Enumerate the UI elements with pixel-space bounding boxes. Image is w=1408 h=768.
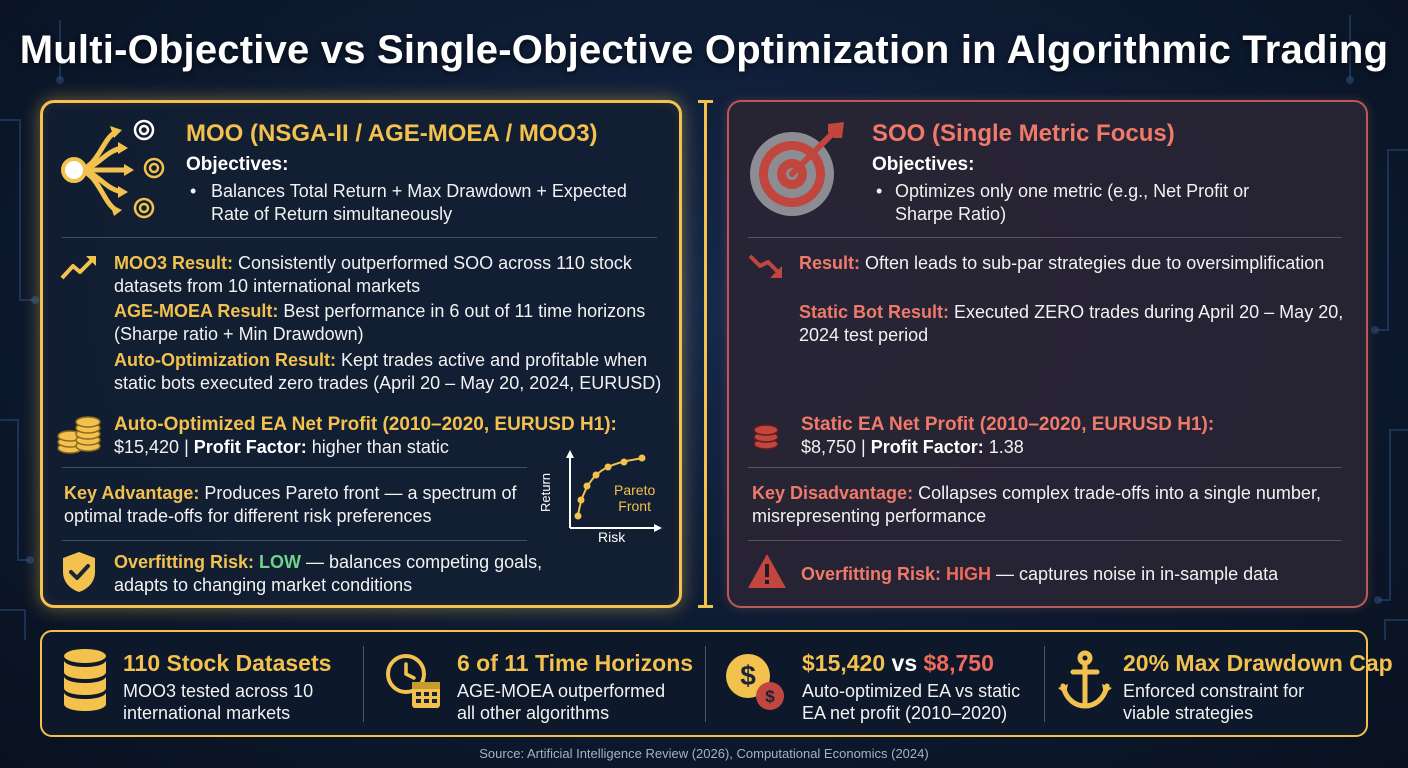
moo-panel bbox=[40, 100, 682, 608]
source-citation: Source: Artificial Intelligence Review (… bbox=[479, 746, 929, 761]
database-icon bbox=[64, 649, 106, 711]
coin-stack-red-icon bbox=[753, 424, 779, 450]
static-bot-result: Static Bot Result: Executed ZERO trades … bbox=[799, 302, 1344, 322]
stat-profit-desc-2: EA net profit (2010–2020) bbox=[802, 703, 1008, 723]
stat-drawdown-desc-1: Enforced constraint for bbox=[1123, 681, 1305, 701]
stat-drawdown-title: 20% Max Drawdown Cap bbox=[1123, 650, 1393, 676]
soo-heading: SOO (Single Metric Focus) bbox=[872, 120, 1175, 147]
target-dart-icon bbox=[750, 122, 844, 216]
moo-overfitting-risk-line-2: adapts to changing market conditions bbox=[114, 575, 413, 595]
panel-divider bbox=[698, 100, 713, 608]
pareto-front-label: Pareto Front bbox=[614, 482, 656, 514]
moo3-result: MOO3 Result: Consistently outperformed S… bbox=[114, 253, 632, 273]
soo-overfitting-risk: Overfitting Risk: HIGH — captures noise … bbox=[801, 564, 1279, 584]
stat-horizons-desc-2: all other algorithms bbox=[457, 703, 610, 723]
pareto-x-label: Risk bbox=[598, 529, 626, 545]
soo-objective-bullet: • bbox=[876, 181, 883, 201]
stat-drawdown-desc-2: viable strategies bbox=[1123, 703, 1254, 723]
moo-divider-1 bbox=[62, 237, 657, 238]
soo-key-disadvantage: Key Disadvantage: Collapses complex trad… bbox=[752, 483, 1321, 503]
stat-datasets-desc-1: MOO3 tested across 10 bbox=[123, 681, 314, 701]
soo-objective-line-1: Optimizes only one metric (e.g., Net Pro… bbox=[895, 181, 1250, 201]
soo-divider-2 bbox=[748, 467, 1342, 468]
pareto-point bbox=[583, 482, 591, 490]
moo-objective-bullet: • bbox=[190, 181, 197, 201]
auto-optimization-result-line-2: static bots executed zero trades (April … bbox=[114, 373, 662, 393]
auto-optimization-result: Auto-Optimization Result: Kept trades ac… bbox=[114, 350, 648, 370]
soo-net-profit-value: $8,750 | Profit Factor: 1.38 bbox=[801, 437, 1024, 457]
moo-objectives-label: Objectives: bbox=[186, 154, 289, 175]
moo-divider-2 bbox=[62, 467, 527, 468]
moo-objective-line-1: Balances Total Return + Max Drawdown + E… bbox=[211, 181, 627, 201]
pareto-point bbox=[638, 454, 646, 462]
stat-profit-desc-1: Auto-optimized EA vs static bbox=[802, 681, 1021, 701]
stats-bar bbox=[40, 630, 1368, 737]
moo-heading: MOO (NSGA-II / AGE-MOEA / MOO3) bbox=[186, 120, 598, 147]
svg-text:$: $ bbox=[740, 660, 756, 691]
moo-key-advantage: Key Advantage: Produces Pareto front — a… bbox=[64, 483, 517, 503]
moo-overfitting-risk: Overfitting Risk: LOW — balances competi… bbox=[114, 552, 543, 572]
soo-objectives-label: Objectives: bbox=[872, 154, 975, 175]
dollar-coins-icon: $ $ bbox=[726, 654, 784, 710]
static-bot-result-line-2: 2024 test period bbox=[799, 325, 929, 345]
soo-divider-3 bbox=[748, 540, 1342, 541]
svg-text:$: $ bbox=[765, 687, 775, 706]
pareto-point bbox=[592, 471, 600, 479]
pareto-point bbox=[604, 463, 612, 471]
stats-divider bbox=[1044, 646, 1045, 722]
stats-divider bbox=[705, 646, 706, 722]
anchor-icon bbox=[1058, 650, 1112, 709]
clock-calendar-icon bbox=[386, 654, 440, 708]
soo-objective-line-2: Sharpe Ratio) bbox=[895, 204, 1007, 224]
trend-down-icon bbox=[748, 254, 782, 278]
trend-up-icon bbox=[60, 256, 96, 280]
age-moea-result-line-2: (Sharpe ratio + Min Drawdown) bbox=[114, 324, 364, 344]
pareto-point bbox=[620, 458, 628, 466]
page-title: Multi-Objective vs Single-Objective Opti… bbox=[19, 28, 1389, 72]
soo-divider-1 bbox=[748, 237, 1342, 238]
moo-key-advantage-line-2: optimal trade-offs for different risk pr… bbox=[64, 506, 432, 526]
stat-horizons-title: 6 of 11 Time Horizons bbox=[457, 650, 694, 676]
moo-objective-line-2: Rate of Return simultaneously bbox=[211, 204, 453, 224]
moo-net-profit-value: $15,420 | Profit Factor: higher than sta… bbox=[114, 437, 449, 457]
stat-datasets-title: 110 Stock Datasets bbox=[123, 650, 332, 676]
stat-datasets-desc-2: international markets bbox=[123, 703, 291, 723]
multi-target-icon bbox=[61, 119, 165, 219]
stat-horizons-desc-1: AGE-MOEA outperformed bbox=[457, 681, 666, 701]
moo3-result-line-2: datasets from 10 international markets bbox=[114, 276, 421, 296]
pareto-y-label: Return bbox=[538, 472, 553, 512]
pareto-point bbox=[574, 512, 582, 520]
warning-icon bbox=[748, 554, 786, 588]
shield-check-icon bbox=[63, 552, 95, 592]
age-moea-result: AGE-MOEA Result: Best performance in 6 o… bbox=[114, 301, 646, 321]
coin-stack-icon bbox=[57, 416, 101, 454]
soo-panel bbox=[727, 100, 1368, 608]
pareto-point bbox=[577, 496, 585, 504]
moo-net-profit-label: Auto-Optimized EA Net Profit (2010–2020,… bbox=[114, 414, 617, 435]
pareto-front-chart bbox=[566, 450, 662, 532]
soo-result: Result: Often leads to sub-par strategie… bbox=[799, 253, 1325, 273]
stats-divider bbox=[363, 646, 364, 722]
moo-divider-3 bbox=[62, 540, 527, 541]
soo-key-disadvantage-line-2: misrepresenting performance bbox=[752, 506, 987, 526]
stat-profit-title: $15,420 vs $8,750 bbox=[802, 650, 994, 676]
soo-net-profit-label: Static EA Net Profit (2010–2020, EURUSD … bbox=[801, 414, 1215, 435]
